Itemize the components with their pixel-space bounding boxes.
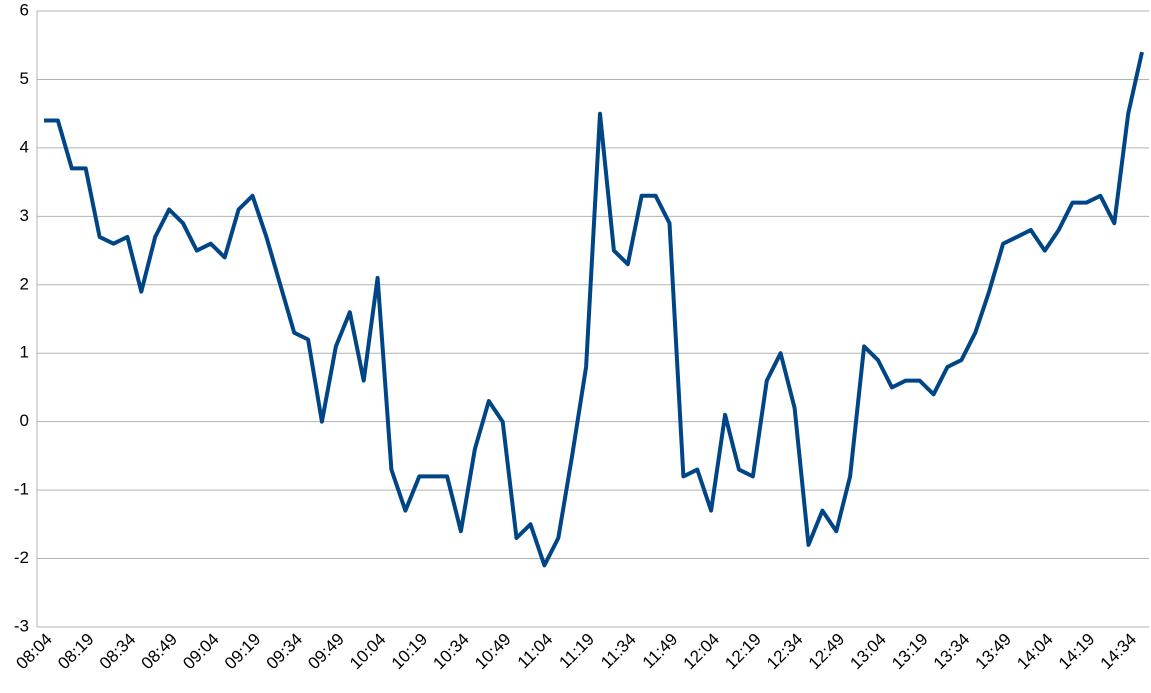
x-tick-label: 12:19 (721, 630, 765, 674)
y-tick-label: 0 (20, 411, 29, 430)
y-tick-label: 6 (20, 0, 29, 19)
x-tick-label: 11:34 (597, 630, 640, 673)
x-tick-label: 10:49 (471, 630, 515, 674)
x-tick-label: 13:04 (846, 630, 890, 674)
data-line (44, 51, 1144, 568)
x-tick-label: 09:49 (304, 630, 348, 674)
x-tick-label: 08:34 (96, 630, 140, 674)
x-tick-label: 12:04 (680, 630, 724, 674)
y-tick-label: -1 (14, 480, 29, 499)
x-tick-label: 10:34 (429, 630, 473, 674)
x-tick-label: 12:49 (805, 630, 849, 674)
x-tick-label: 11:19 (555, 630, 598, 673)
x-tick-label: 08:04 (12, 630, 56, 674)
y-tick-label: 3 (20, 206, 29, 225)
x-tick-label: 12:34 (763, 630, 807, 674)
x-tick-label: 13:19 (888, 630, 932, 674)
y-tick-label: 5 (20, 69, 29, 88)
x-tick-label: 11:49 (639, 630, 682, 673)
y-tick-label: 4 (20, 137, 29, 156)
x-tick-label: 14:34 (1097, 630, 1141, 674)
y-tick-label: 2 (20, 274, 29, 293)
x-tick-label: 13:49 (972, 630, 1016, 674)
x-tick-label: 09:34 (263, 630, 307, 674)
x-tick-label: 13:34 (930, 630, 974, 674)
x-tick-label: 10:04 (346, 630, 390, 674)
x-tick-label: 09:19 (221, 630, 265, 674)
x-tick-label: 11:04 (514, 630, 557, 673)
y-tick-label: -3 (14, 616, 29, 635)
x-tick-label: 09:04 (179, 630, 223, 674)
x-tick-label: 10:19 (388, 630, 432, 674)
x-tick-label: 14:19 (1055, 630, 1099, 674)
y-tick-label: -2 (14, 548, 29, 567)
y-tick-label: 1 (20, 343, 29, 362)
x-tick-label: 08:19 (54, 630, 98, 674)
x-tick-label: 08:49 (138, 630, 182, 674)
x-tick-label: 14:04 (1013, 630, 1057, 674)
